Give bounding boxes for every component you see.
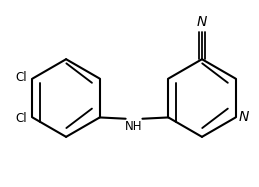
Text: Cl: Cl	[16, 71, 27, 84]
Text: NH: NH	[125, 120, 143, 133]
Text: N: N	[197, 16, 207, 29]
Text: N: N	[239, 111, 249, 124]
Text: Cl: Cl	[16, 112, 27, 125]
